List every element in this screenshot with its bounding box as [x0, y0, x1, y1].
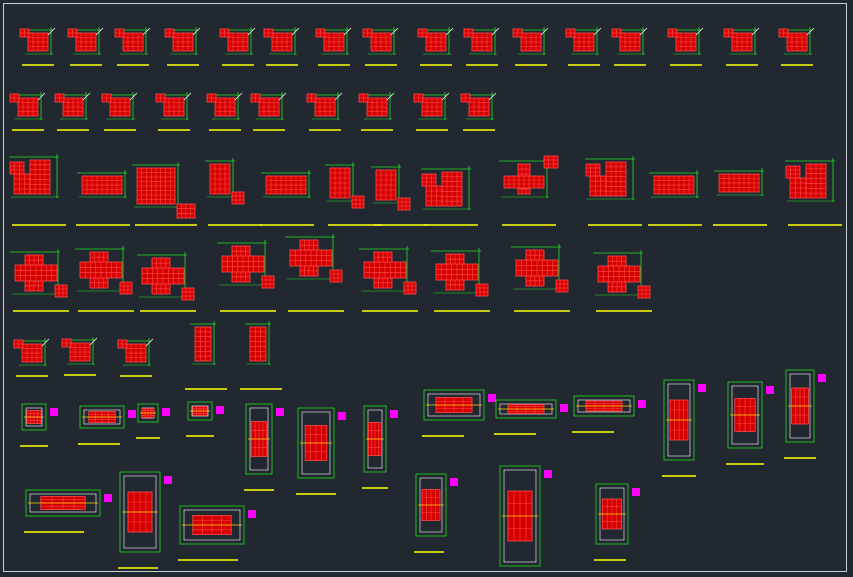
column-section-r1-16[interactable] — [778, 27, 815, 66]
column-section-r5-2[interactable] — [61, 337, 98, 376]
wall-section-r3-7[interactable] — [371, 164, 428, 226]
column-section-r1-6[interactable] — [263, 27, 300, 66]
column-section-r1-4[interactable] — [164, 27, 201, 66]
column-section-r2-2[interactable] — [54, 92, 91, 131]
column-section-r5-3[interactable] — [117, 338, 154, 377]
wall-section-r3-13[interactable] — [785, 158, 842, 226]
joint-detail-r6-5[interactable] — [244, 403, 284, 491]
viewport-frame — [3, 3, 847, 572]
column-section-r1-14[interactable] — [667, 27, 704, 66]
column-section-r1-2[interactable] — [67, 27, 104, 66]
column-section-r1-5[interactable] — [219, 27, 256, 66]
column-section-r1-10[interactable] — [463, 27, 500, 66]
joint-detail-r7-3[interactable] — [178, 505, 256, 561]
wall-section-r4-7[interactable] — [431, 248, 490, 312]
wall-section-r3-1[interactable] — [9, 154, 66, 226]
wall-section-r3-3[interactable] — [132, 162, 197, 226]
wall-section-r4-5[interactable] — [285, 234, 344, 312]
wall-section-r3-6[interactable] — [325, 162, 382, 226]
joint-detail-r6-1[interactable] — [20, 403, 58, 447]
wall-section-r3-9[interactable] — [499, 155, 559, 226]
column-section-r1-8[interactable] — [362, 27, 399, 66]
column-section-r1-11[interactable] — [512, 27, 549, 66]
joint-detail-r6-8[interactable] — [422, 389, 496, 437]
wall-section-r4-8[interactable] — [511, 244, 570, 312]
column-section-r2-6[interactable] — [250, 92, 287, 131]
column-section-r1-1[interactable] — [19, 27, 56, 66]
wall-section-r4-4[interactable] — [217, 240, 276, 312]
column-section-r5-1[interactable] — [13, 338, 50, 377]
joint-detail-r6-13[interactable] — [784, 369, 826, 459]
column-section-r1-9[interactable] — [417, 27, 454, 66]
wall-section-r4-6[interactable] — [359, 246, 418, 312]
joint-detail-r7-2[interactable] — [118, 471, 172, 569]
column-section-r1-13[interactable] — [611, 27, 648, 66]
wall-section-r3-10[interactable] — [585, 156, 642, 226]
wall-section-r4-2[interactable] — [75, 246, 134, 312]
joint-detail-r6-9[interactable] — [494, 399, 568, 435]
wall-section-r3-11[interactable] — [648, 170, 702, 226]
joint-detail-r7-4[interactable] — [414, 473, 458, 553]
joint-detail-r6-7[interactable] — [362, 405, 398, 489]
joint-detail-r7-1[interactable] — [24, 489, 112, 533]
column-section-r2-8[interactable] — [358, 92, 395, 131]
column-section-r2-10[interactable] — [460, 92, 497, 131]
column-section-r1-12[interactable] — [565, 27, 602, 66]
wall-section-r3-2[interactable] — [76, 170, 130, 226]
column-section-r2-1[interactable] — [9, 92, 46, 131]
column-section-r2-9[interactable] — [413, 92, 450, 131]
column-section-r2-4[interactable] — [155, 92, 192, 131]
wall-section-r4-1[interactable] — [10, 249, 69, 312]
tall-column-r5-1[interactable] — [185, 321, 227, 390]
joint-detail-r6-2[interactable] — [78, 405, 136, 445]
wall-section-r3-5[interactable] — [260, 170, 314, 226]
joint-detail-r6-3[interactable] — [136, 403, 170, 439]
joint-detail-r6-6[interactable] — [296, 407, 346, 495]
wall-section-r4-3[interactable] — [137, 252, 196, 312]
joint-detail-r6-12[interactable] — [726, 381, 774, 465]
joint-detail-r7-6[interactable] — [594, 483, 640, 561]
wall-section-r3-4[interactable] — [205, 158, 262, 226]
wall-section-r4-9[interactable] — [593, 250, 652, 312]
joint-detail-r6-10[interactable] — [572, 395, 646, 433]
wall-section-r3-12[interactable] — [713, 168, 767, 226]
joint-detail-r6-11[interactable] — [662, 379, 706, 477]
column-section-r1-3[interactable] — [114, 27, 151, 66]
wall-section-r3-8[interactable] — [421, 166, 478, 226]
column-section-r1-15[interactable] — [723, 27, 760, 66]
joint-detail-r6-4[interactable] — [186, 401, 224, 437]
joint-detail-r7-5[interactable] — [498, 465, 552, 577]
column-section-r2-3[interactable] — [101, 92, 138, 131]
column-section-r2-5[interactable] — [206, 92, 243, 131]
tall-column-r5-2[interactable] — [240, 321, 282, 390]
column-section-r1-7[interactable] — [315, 27, 352, 66]
column-section-r2-7[interactable] — [306, 92, 343, 131]
